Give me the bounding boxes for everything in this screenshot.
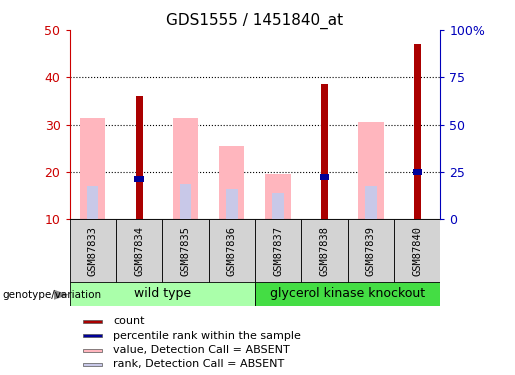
Bar [82, 349, 102, 351]
Text: wild type: wild type [134, 288, 191, 300]
Bar [320, 174, 329, 180]
Text: GSM87835: GSM87835 [180, 226, 191, 276]
Bar [173, 118, 198, 219]
Text: GSM87840: GSM87840 [412, 226, 422, 276]
Text: GSM87833: GSM87833 [88, 226, 98, 276]
FancyBboxPatch shape [116, 219, 162, 283]
Bar [226, 189, 237, 219]
Text: glycerol kinase knockout: glycerol kinase knockout [270, 288, 425, 300]
Bar [219, 146, 245, 219]
Text: GSM87839: GSM87839 [366, 226, 376, 276]
Bar [321, 84, 328, 219]
Bar [134, 176, 144, 182]
FancyBboxPatch shape [348, 219, 394, 283]
FancyBboxPatch shape [255, 282, 440, 306]
Bar [82, 363, 102, 366]
FancyBboxPatch shape [301, 219, 348, 283]
Text: count: count [113, 316, 145, 326]
Bar [82, 320, 102, 322]
Text: value, Detection Call = ABSENT: value, Detection Call = ABSENT [113, 345, 290, 355]
Text: rank, Detection Call = ABSENT: rank, Detection Call = ABSENT [113, 360, 285, 369]
FancyBboxPatch shape [394, 219, 440, 283]
FancyBboxPatch shape [70, 219, 116, 283]
Text: GSM87838: GSM87838 [319, 226, 330, 276]
Bar [358, 122, 384, 219]
Bar [265, 174, 291, 219]
Title: GDS1555 / 1451840_at: GDS1555 / 1451840_at [166, 12, 344, 28]
Text: GSM87834: GSM87834 [134, 226, 144, 276]
Bar [414, 44, 421, 219]
Text: genotype/variation: genotype/variation [3, 290, 101, 300]
Text: GSM87836: GSM87836 [227, 226, 237, 276]
Bar [80, 118, 106, 219]
Bar [365, 186, 376, 219]
Bar [82, 334, 102, 337]
Polygon shape [54, 290, 68, 300]
Bar [180, 184, 191, 219]
Text: percentile rank within the sample: percentile rank within the sample [113, 331, 301, 340]
FancyBboxPatch shape [70, 282, 255, 306]
FancyBboxPatch shape [209, 219, 255, 283]
Bar [135, 96, 143, 219]
FancyBboxPatch shape [162, 219, 209, 283]
Bar [87, 186, 98, 219]
Bar [272, 194, 284, 219]
FancyBboxPatch shape [255, 219, 301, 283]
Text: GSM87837: GSM87837 [273, 226, 283, 276]
Bar [413, 169, 422, 175]
